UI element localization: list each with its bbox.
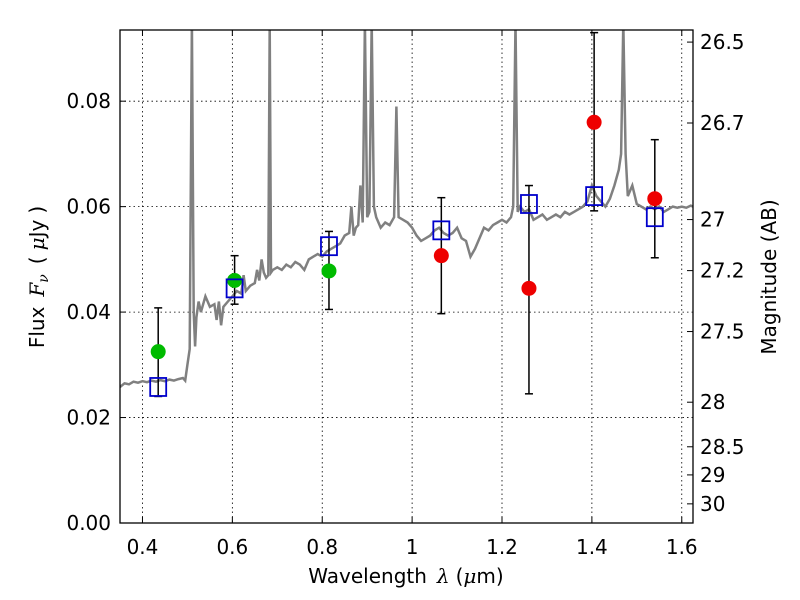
y-axis-title-unit-open: (: [25, 256, 49, 264]
x-tick-label: 0.6: [216, 535, 248, 559]
x-tick-label: 1.2: [486, 535, 518, 559]
y-tick-label: 0.08: [66, 89, 111, 113]
data-point-square: [432, 220, 451, 241]
y-tick-label: 0.06: [66, 195, 111, 219]
magnitude-tick-label: 28: [700, 390, 725, 414]
y-axis-title-unit-rest: Jy: [25, 219, 49, 239]
data-point-square: [225, 278, 244, 299]
magnitude-tick-label: 27: [700, 208, 725, 232]
data-point-square: [585, 186, 604, 206]
magnitude-tick-label: 26.7: [700, 111, 745, 135]
x-tick-label: 0.4: [127, 535, 159, 559]
data-point-circle: [521, 280, 537, 296]
axis-ticks: [120, 30, 693, 524]
plot-frame: [119, 29, 694, 524]
y2-axis-title: Magnitude (AB): [757, 199, 781, 354]
y-axis-title-unit-mu: μ: [25, 237, 49, 250]
x-axis-title: Wavelength λ (μm): [308, 564, 503, 588]
model-spectrum-line: [120, 30, 693, 388]
data-point-square: [149, 377, 168, 397]
data-point-circle: [321, 263, 337, 279]
data-point-circle: [433, 248, 449, 264]
magnitude-tick-label: 27.2: [700, 259, 745, 283]
y-tick-label: 0.04: [66, 300, 111, 324]
magnitude-tick-label: 26.5: [700, 30, 745, 54]
x-axis-title-unit-open: (: [456, 564, 464, 588]
x-tick-label: 1.6: [666, 535, 698, 559]
magnitude-tick-label: 28.5: [700, 435, 745, 459]
x-tick-label: 1: [406, 535, 419, 559]
magnitude-tick-label: 27.5: [700, 320, 745, 344]
magnitude-tick-label: 29: [700, 463, 725, 487]
y-axis-title-subscript: ν: [36, 274, 52, 283]
magnitude-tick-label: 30: [700, 492, 725, 516]
y-axis-title-symbol: F: [25, 282, 49, 298]
model-photometry-points: [149, 186, 664, 397]
data-point-square: [645, 207, 664, 228]
x-tick-label: 1.4: [576, 535, 608, 559]
plot-area: [120, 30, 693, 398]
x-axis-title-unit-mu: μ: [463, 564, 476, 588]
y-axis-title: Flux Fν ( μJy): [25, 206, 52, 348]
data-point-circle: [647, 191, 663, 207]
data-point-circle: [150, 344, 166, 360]
x-axis-title-symbol: λ: [436, 564, 450, 588]
y-axis-title-prefix: Flux: [25, 306, 49, 348]
y-axis-title-unit-close: ): [25, 206, 49, 214]
x-axis-title-unit-rest: m): [476, 564, 503, 588]
data-point-square: [520, 194, 538, 214]
y-tick-label: 0.02: [66, 406, 111, 430]
y-tick-label: 0.00: [66, 511, 111, 535]
data-point-circle: [227, 272, 243, 288]
x-axis-title-prefix: Wavelength: [308, 564, 427, 588]
data-point-square: [320, 236, 338, 257]
observed-points: [150, 114, 663, 360]
data-point-circle: [586, 114, 602, 130]
x-tick-label: 0.8: [306, 535, 338, 559]
